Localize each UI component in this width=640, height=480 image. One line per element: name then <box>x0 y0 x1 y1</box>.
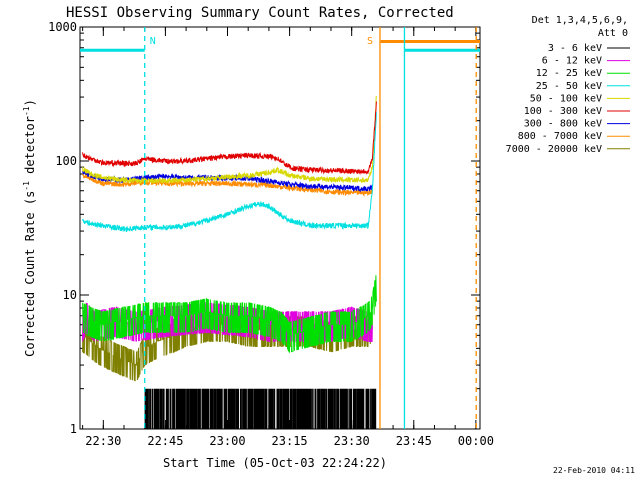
series-3-to-6keV <box>144 388 377 429</box>
legend-entry-label: 100 - 300 keV <box>524 106 602 117</box>
series-line <box>82 112 377 232</box>
series-800-to-7000keV <box>82 173 373 197</box>
legend-entry-label: 25 - 50 keV <box>536 81 602 92</box>
flag-bars <box>80 39 480 52</box>
y-tick-label: 10 <box>63 288 77 302</box>
x-tick-label: 23:45 <box>396 434 432 448</box>
x-tick-label: 22:30 <box>85 434 121 448</box>
y-axis-label-sup: -1 <box>22 106 31 116</box>
series-spikes <box>144 388 377 429</box>
x-tick-label: 23:00 <box>209 434 245 448</box>
legend-entry-label: 3 - 6 keV <box>548 43 602 54</box>
legend-header: Det 1,3,4,5,6,9, <box>532 15 628 26</box>
legend-entry-label: 6 - 12 keV <box>542 56 602 67</box>
series-line <box>82 275 377 354</box>
series-25-to-50keV <box>82 112 377 232</box>
legend-entry-label: 7000 - 20000 keV <box>506 144 602 155</box>
flag-line-label: N <box>150 36 156 47</box>
x-tick-label: 22:45 <box>147 434 183 448</box>
legend-entry-label: 50 - 100 keV <box>530 93 602 104</box>
series-7000-to-20000keV <box>82 311 373 382</box>
series-100-to-300keV <box>82 101 377 176</box>
series-line <box>82 101 377 176</box>
series-12-to-25keV <box>82 275 377 354</box>
timestamp-stamp: 22-Feb-2010 04:11 <box>553 466 635 475</box>
legend-header: Att 0 <box>598 28 628 39</box>
x-axis-label: Start Time (05-Oct-03 22:24:22) <box>163 456 387 470</box>
y-axis-label-part: Corrected Count Rate (s <box>23 191 37 357</box>
y-axis-label-part: detector <box>23 116 37 181</box>
y-tick-label: 1000 <box>48 20 77 34</box>
y-axis-label-sup: -1 <box>22 181 31 191</box>
legend: Det 1,3,4,5,6,9, Att 0 3 - 6 keV 6 - 12 keV… <box>506 15 630 155</box>
y-tick-label: 1 <box>70 422 77 436</box>
y-axis-label-part: ) <box>23 99 37 106</box>
chart-title: HESSI Observing Summary Count Rates, Cor… <box>66 5 454 21</box>
series-50-to-100keV <box>82 95 377 186</box>
legend-entry-label: 12 - 25 keV <box>536 68 602 79</box>
x-tick-labels: 22:30 22:45 23:00 23:15 23:30 23:45 00:00 <box>85 434 494 448</box>
series-layer <box>82 95 377 429</box>
flag-line-label: S <box>367 36 373 47</box>
y-tick-labels: 1 10 100 1000 <box>48 20 77 436</box>
x-tick-label: 23:30 <box>334 434 370 448</box>
legend-entry-label: 300 - 800 keV <box>524 119 602 130</box>
series-line <box>82 95 377 186</box>
series-line <box>82 173 373 197</box>
legend-entry-label: 800 - 7000 keV <box>518 131 602 142</box>
x-tick-label: 00:00 <box>458 434 494 448</box>
series-line <box>82 311 373 382</box>
y-tick-label: 100 <box>55 154 77 168</box>
y-axis-label: Corrected Count Rate (s-1 detector-1) <box>22 99 37 357</box>
x-tick-label: 23:15 <box>272 434 308 448</box>
